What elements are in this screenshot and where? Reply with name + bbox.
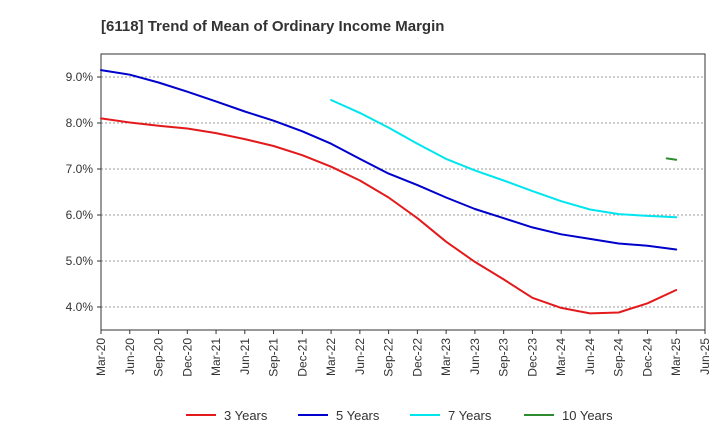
x-tick-label: Sep-22 xyxy=(382,338,396,377)
y-tick-label: 4.0% xyxy=(66,300,94,314)
x-tick-label: Jun-21 xyxy=(238,338,252,375)
x-tick-label: Dec-22 xyxy=(410,338,424,377)
x-tick-label: Sep-23 xyxy=(497,338,511,377)
legend-item-3-years: 3 Years xyxy=(186,408,268,423)
x-axis: Mar-20 Jun-20 Sep-20 Dec-20 Mar-21 Jun-21 Sep-… xyxy=(94,330,712,377)
y-tick-label: 5.0% xyxy=(66,254,94,268)
chart-title: [6118] Trend of Mean of Ordinary Income … xyxy=(101,18,444,35)
x-tick-label: Dec-24 xyxy=(640,338,654,377)
x-tick-label: Sep-20 xyxy=(152,338,166,377)
legend-label: 7 Years xyxy=(448,408,492,423)
x-tick-label: Mar-21 xyxy=(209,338,223,376)
grid-lines xyxy=(101,76,705,308)
legend-label: 3 Years xyxy=(224,408,268,423)
x-tick-label: Dec-21 xyxy=(295,338,309,377)
legend-label: 5 Years xyxy=(336,408,380,423)
series-line-10-years xyxy=(665,157,678,161)
series-line-3-years xyxy=(100,117,678,315)
x-tick-label: Jun-23 xyxy=(468,338,482,375)
x-tick-label: Mar-22 xyxy=(324,338,338,376)
x-tick-label: Sep-24 xyxy=(612,338,626,377)
legend: 3 Years 5 Years 7 Years 10 Years xyxy=(186,408,613,423)
plot-area xyxy=(100,53,706,331)
x-tick-label: Jun-22 xyxy=(353,338,367,375)
y-tick-label: 7.0% xyxy=(66,162,94,176)
x-tick-label: Dec-23 xyxy=(525,338,539,377)
x-tick-label: Jun-25 xyxy=(698,338,712,375)
x-tick-label: Mar-23 xyxy=(439,338,453,376)
legend-item-7-years: 7 Years xyxy=(410,408,492,423)
x-tick-label: Mar-20 xyxy=(94,338,108,376)
x-tick-label: Dec-20 xyxy=(180,338,194,377)
x-tick-label: Sep-21 xyxy=(267,338,281,377)
x-tick-label: Jun-24 xyxy=(583,338,597,375)
legend-item-10-years: 10 Years xyxy=(524,408,613,423)
y-tick-label: 9.0% xyxy=(66,70,94,84)
series-line-7-years xyxy=(330,99,678,219)
x-tick-label: Jun-20 xyxy=(123,338,137,375)
y-tick-label: 8.0% xyxy=(66,116,94,130)
series-lines xyxy=(100,69,678,315)
x-tick-label: Mar-24 xyxy=(554,338,568,376)
y-axis: 4.0% 5.0% 6.0% 7.0% 8.0% 9.0% xyxy=(66,70,101,314)
x-tick-label: Mar-25 xyxy=(669,338,683,376)
legend-item-5-years: 5 Years xyxy=(298,408,380,423)
series-line-5-years xyxy=(100,69,678,251)
legend-label: 10 Years xyxy=(562,408,613,423)
y-tick-label: 6.0% xyxy=(66,208,94,222)
